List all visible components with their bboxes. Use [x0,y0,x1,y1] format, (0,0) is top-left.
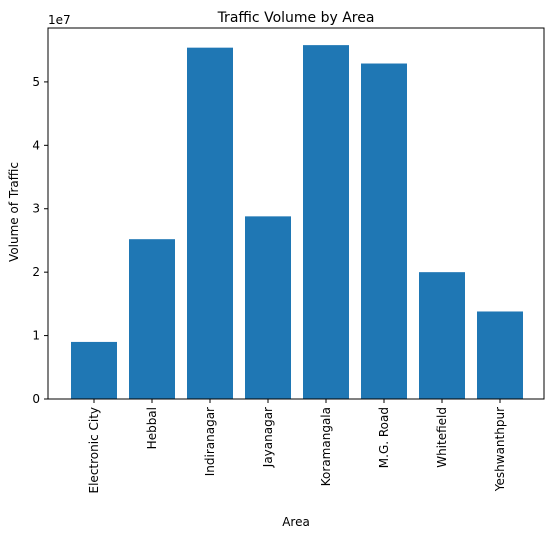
x-tick-label: Koramangala [319,407,333,486]
chart-title: Traffic Volume by Area [217,10,375,26]
bar [303,45,349,399]
x-tick-label: Jayanagar [261,407,275,468]
x-ticks: Electronic City Hebbal Indiranagar Jayanaga… [87,399,507,493]
y-axis-label: Volume of Traffic [7,162,21,262]
y-offset-label: 1e7 [48,13,71,27]
x-tick-label: Indiranagar [203,407,217,476]
bar [419,272,465,399]
y-tick-label: 1 [32,329,40,343]
x-tick-label: Whitefield [435,407,449,468]
y-tick-label: 0 [32,392,40,406]
bar [245,216,291,399]
x-axis-label: Area [282,515,310,529]
x-tick-label: Hebbal [145,407,159,449]
bar [477,311,523,399]
y-tick-label: 2 [32,265,40,279]
y-tick-label: 5 [32,75,40,89]
bar [129,239,175,399]
y-ticks: 0 1 2 3 4 5 [32,75,48,406]
x-tick-label: Yeshwanthpur [493,407,507,492]
x-tick-label: M.G. Road [377,407,391,468]
plot-frame [47,27,545,400]
bar [361,63,407,400]
bar [71,341,117,399]
bar [187,47,233,400]
x-tick-label: Electronic City [87,407,101,493]
y-tick-label: 3 [32,202,40,216]
y-tick-label: 4 [32,138,40,152]
bars-group [71,45,523,400]
